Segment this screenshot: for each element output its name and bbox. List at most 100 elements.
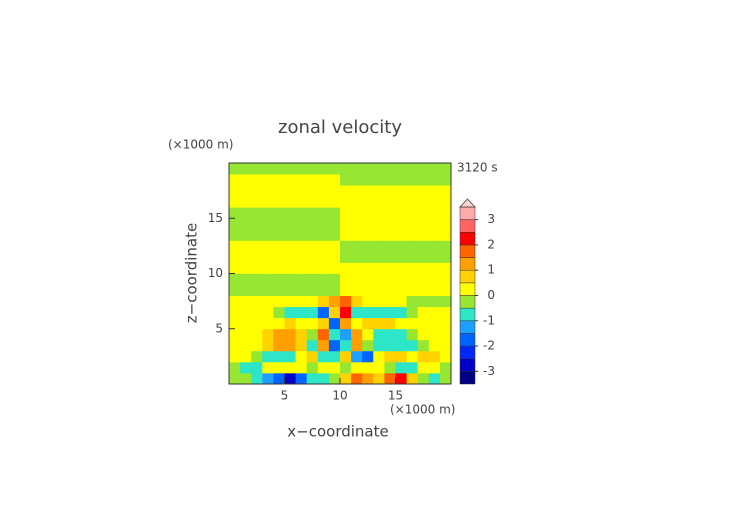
contour-cell [362,229,374,241]
contour-cell [295,317,308,330]
contour-cell [395,273,407,285]
contour-cell [428,229,441,241]
contour-cell [306,284,319,296]
contour-cell [417,339,430,352]
contour-cell [439,328,452,341]
contour-cell [262,273,274,285]
contour-cell [384,350,396,363]
contour-cell [362,174,374,186]
contour-cell [406,262,419,274]
contour-cell [240,350,252,363]
contour-cell [240,229,252,241]
contour-cell [240,262,252,274]
contour-cell [284,273,296,285]
contour-cell [439,273,452,285]
contour-cell [284,174,296,186]
contour-cell [295,361,308,374]
contour-cell [284,196,296,208]
contour-cell [428,251,441,263]
contour-cell [328,295,341,308]
contour-cell [351,262,363,274]
x-unit: (×1000 m) [390,403,455,417]
contour-cell [284,350,296,363]
contour-cell [417,350,430,363]
contour-cell [273,284,285,296]
contour-cell [240,273,252,285]
contour-cell [295,306,308,319]
contour-cell [229,284,241,296]
contour-cell [395,284,407,296]
contour-cell [284,185,296,197]
contour-cell [317,229,330,241]
contour-cell [439,262,452,274]
contour-cell [406,229,419,241]
contour-cell [439,350,452,363]
contour-cell [439,317,452,330]
contour-cell [262,174,274,186]
contour-cell [373,196,385,208]
contour-cell [251,229,263,241]
contour-cell [340,306,352,319]
contour-cell [229,207,241,219]
contour-cell [240,163,252,175]
contour-cell [251,240,263,252]
contour-cell [273,372,285,385]
contour-cell [328,251,341,263]
contour-cell [340,273,352,285]
contour-cell [295,284,308,296]
contour-cell [373,295,385,308]
contour-cell [373,361,385,374]
contour-cell [439,372,452,385]
contour-cell [439,306,452,319]
contour-cell [240,218,252,230]
contour-cell [295,196,308,208]
contour-cell [439,218,452,230]
contour-cell [428,273,441,285]
contour-cell [417,163,430,175]
contour-cell [262,328,274,341]
contour-cell [284,284,296,296]
contour-cell [373,284,385,296]
contour-cell [340,262,352,274]
contour-cell [340,218,352,230]
contour-cell [417,240,430,252]
contour-cell [428,262,441,274]
contour-cell [328,372,341,385]
contour-cell [229,328,241,341]
contour-cell [295,218,308,230]
contour-cell [295,328,308,341]
contour-cell [362,196,374,208]
contour-cell [262,295,274,308]
contour-cell [328,207,341,219]
contour-cell [328,317,341,330]
contour-cell [439,361,452,374]
y-tick-label: 15 [208,211,223,225]
contour-cell [262,262,274,274]
contour-cell [295,273,308,285]
contour-cell [340,163,352,175]
contour-cell [284,240,296,252]
contour-cell [428,284,441,296]
contour-cell [240,317,252,330]
contour-cell [262,229,274,241]
contour-cell [306,306,319,319]
contour-cell [406,174,419,186]
contour-cell [328,339,341,352]
contour-cell [262,339,274,352]
contour-cell [328,196,341,208]
contour-cell [384,306,396,319]
contour-cell [406,196,419,208]
colorbar-bin [459,206,476,220]
contour-cell [340,339,352,352]
contour-cell [262,251,274,263]
contour-cell [284,295,296,308]
colorbar-tick-label: -2 [483,339,495,353]
contour-cell [251,350,263,363]
contour-cell [240,361,252,374]
contour-cell [240,185,252,197]
contour-cell [340,284,352,296]
contour-cell [251,262,263,274]
contour-cell [306,185,319,197]
contour-cell [362,339,374,352]
contour-cell [384,262,396,274]
